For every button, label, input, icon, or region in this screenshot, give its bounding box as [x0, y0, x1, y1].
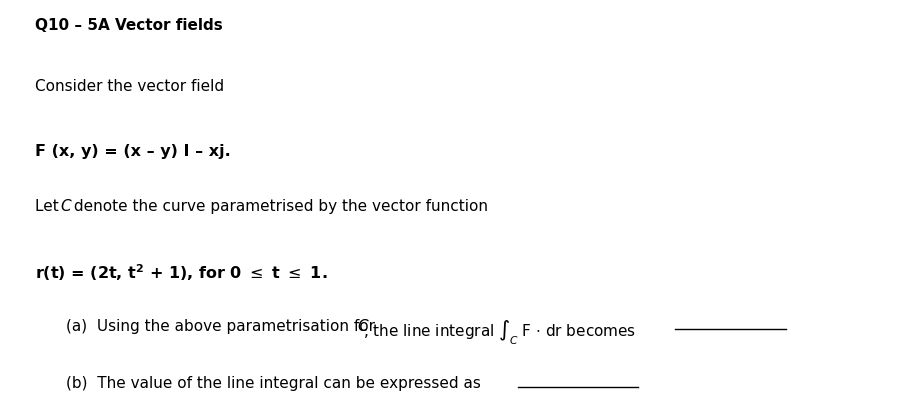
Text: (a)  Using the above parametrisation for: (a) Using the above parametrisation for: [66, 318, 379, 333]
Text: (b)  The value of the line integral can be expressed as: (b) The value of the line integral can b…: [66, 375, 480, 390]
Text: r(t) = (2t, t$\mathbf{^2}$ + 1), for 0 $\leq$ t $\leq$ 1.: r(t) = (2t, t$\mathbf{^2}$ + 1), for 0 $…: [35, 261, 327, 282]
Text: Consider the vector field: Consider the vector field: [35, 79, 223, 94]
Text: C: C: [357, 318, 367, 333]
Text: , the line integral $\int_C$ F $\cdot$ dr becomes: , the line integral $\int_C$ F $\cdot$ d…: [363, 318, 636, 346]
Text: F (x, y) = (x – y) I – xj.: F (x, y) = (x – y) I – xj.: [35, 144, 230, 159]
Text: denote the curve parametrised by the vector function: denote the curve parametrised by the vec…: [69, 198, 487, 213]
Text: C: C: [60, 198, 71, 213]
Text: Q10 – 5A Vector fields: Q10 – 5A Vector fields: [35, 18, 222, 33]
Text: Let: Let: [35, 198, 63, 213]
